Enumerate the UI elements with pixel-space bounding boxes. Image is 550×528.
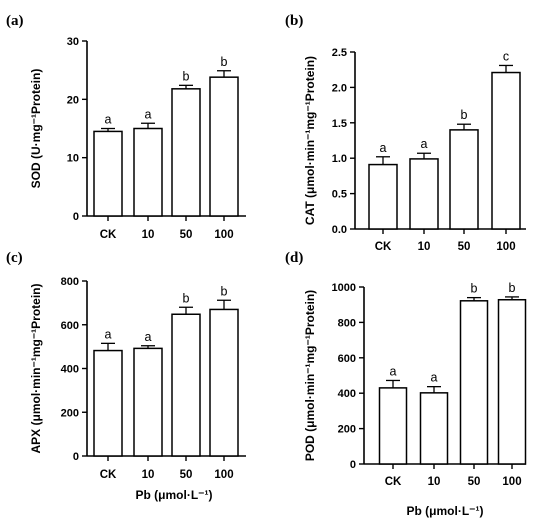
bar [209,76,239,217]
bar [93,349,123,457]
x-tick-label: CK [100,469,117,481]
significance-letter: a [105,113,112,127]
panel-label: (a) [6,13,24,29]
significance-letter: c [503,49,509,63]
bar [497,298,527,465]
significance-letter: b [221,55,228,69]
significance-letter: b [461,108,468,122]
y-tick-label: 0.0 [332,224,347,236]
y-axis-title: POD (μmol·min⁻¹mg⁻¹Protein) [303,290,317,461]
bar [209,308,239,457]
bar [491,71,521,230]
y-tick-label: 800 [61,276,79,288]
y-tick-label: 600 [61,320,79,332]
panel-label: (c) [6,250,23,266]
panel-b: (b) CAT (μmol·min⁻¹mg⁻¹Protein) 0.0 0.5 1.0 1… [285,13,526,253]
significance-letter: b [221,284,228,298]
significance-letter: a [431,371,438,385]
y-axis-title: APX (μmol·min⁻¹mg⁻¹Protein) [29,283,43,453]
x-tick-label: CK [375,241,392,253]
panel-c: (c) APX (μmol·min⁻¹mg⁻¹Protein) 0 200 400 600… [6,250,246,481]
panel-label: (d) [285,250,303,266]
panel-label: (b) [285,13,303,29]
significance-letter: a [390,364,397,378]
y-axis-title: SOD (U·mg⁻¹Protein) [29,69,43,189]
y-tick-label: 200 [61,407,79,419]
x-tick-label: CK [100,229,117,241]
x-axis-title-d: Pb (μmol·L⁻¹) [407,504,484,518]
bar [171,313,201,457]
x-tick-label: 50 [180,229,193,241]
y-tick-label: 10 [67,153,79,165]
y-tick-label: 0 [350,459,356,471]
y-tick-label: 2.5 [332,47,347,59]
significance-letter: a [380,141,387,155]
y-tick-label: 800 [338,317,356,329]
y-tick-label: 30 [67,36,79,48]
y-tick-label: 400 [338,388,356,400]
y-tick-label: 20 [67,94,79,106]
y-tick-label: 1000 [332,282,356,294]
y-axis-title: CAT (μmol·min⁻¹mg⁻¹Protein) [303,56,317,225]
x-tick-label: 100 [496,241,515,253]
x-tick-label: 100 [214,469,233,481]
y-tick-label: 2.0 [332,82,347,94]
bar [368,163,398,230]
x-tick-label: 50 [458,241,471,253]
significance-letter: b [183,69,190,83]
x-tick-label: 10 [428,476,441,488]
y-tick-label: 1.5 [332,118,347,130]
significance-letter: b [183,291,190,305]
bar [449,129,479,230]
x-tick-label: 100 [502,476,521,488]
y-tick-label: 400 [61,364,79,376]
y-tick-label: 1.0 [332,153,347,165]
significance-letter: a [145,107,152,121]
significance-letter: b [509,281,516,295]
bar [459,300,489,465]
significance-letter: a [421,137,428,151]
x-tick-label: 10 [142,469,155,481]
significance-letter: b [471,282,478,296]
y-tick-label: 0 [73,451,79,463]
bar [133,347,163,457]
x-tick-label: 50 [468,476,481,488]
x-tick-label: CK [385,476,402,488]
y-tick-label: 200 [338,424,356,436]
x-tick-label: 10 [418,241,431,253]
panel-a: (a) SOD (U·mg⁻¹Protein) 0 10 20 30 a CK a 10 b 50 b 1… [6,13,246,241]
bar [419,392,449,465]
x-tick-label: 10 [142,229,155,241]
y-tick-label: 0.5 [332,189,347,201]
x-tick-label: 100 [214,229,233,241]
y-tick-label: 0 [73,211,79,223]
significance-letter: a [145,330,152,344]
bar [93,130,123,217]
bar [378,387,408,465]
panel-d: (d) POD (μmol·min⁻¹mg⁻¹Protein) 0 200 400 600… [285,250,527,488]
y-tick-label: 600 [338,353,356,365]
significance-letter: a [105,327,112,341]
bar [409,158,439,230]
x-tick-label: 50 [180,469,193,481]
bar [133,127,163,217]
x-axis-title-c: Pb (μmol·L⁻¹) [136,488,213,502]
bar [171,88,201,217]
